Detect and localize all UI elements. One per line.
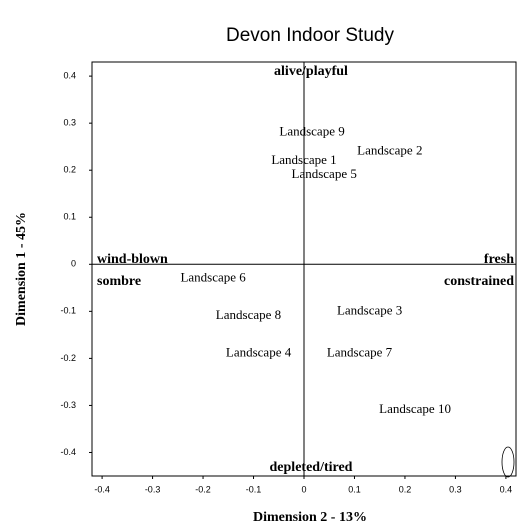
y-tick-label: -0.1 — [60, 306, 76, 316]
y-tick-label: -0.4 — [60, 447, 76, 457]
pole-label: wind-blown — [97, 252, 168, 267]
point-label: Landscape 7 — [327, 345, 393, 360]
pole-label: constrained — [444, 274, 514, 289]
y-axis-label: Dimension 1 - 45% — [14, 212, 29, 326]
point-label: Landscape 6 — [180, 269, 246, 284]
x-tick-label: 0.2 — [399, 484, 412, 494]
y-tick-label: -0.2 — [60, 353, 76, 363]
y-tick-label: 0.3 — [63, 118, 76, 128]
x-tick-label: 0.3 — [449, 484, 462, 494]
y-tick-label: 0.4 — [63, 70, 76, 80]
point-label: Landscape 5 — [292, 166, 357, 181]
x-axis-label: Dimension 2 - 13% — [253, 510, 367, 525]
x-tick-label: -0.1 — [246, 484, 262, 494]
x-tick-label: 0.4 — [500, 484, 513, 494]
point-label: Landscape 8 — [216, 307, 281, 322]
point-label: Landscape 9 — [279, 124, 344, 139]
y-tick-label: 0.1 — [63, 212, 76, 222]
point-label: Landscape 4 — [226, 345, 292, 360]
x-tick-label: -0.3 — [145, 484, 161, 494]
x-tick-label: -0.2 — [195, 484, 211, 494]
pole-label: depleted/tired — [270, 460, 353, 475]
y-tick-label: 0 — [71, 259, 76, 269]
chart-title: Devon Indoor Study — [226, 25, 394, 46]
y-tick-label: -0.3 — [60, 400, 76, 410]
point-label: Landscape 1 — [271, 152, 336, 167]
pole-label: alive/playful — [274, 64, 348, 79]
x-tick-label: 0 — [301, 484, 306, 494]
y-tick-label: 0.2 — [63, 165, 76, 175]
x-tick-label: 0.1 — [348, 484, 361, 494]
point-label: Landscape 2 — [357, 142, 422, 157]
point-label: Landscape 3 — [337, 302, 402, 317]
x-tick-label: -0.4 — [94, 484, 110, 494]
pole-label: sombre — [97, 274, 141, 289]
ellipse-mark — [501, 446, 515, 478]
point-label: Landscape 10 — [379, 401, 451, 416]
pole-label: fresh — [484, 252, 514, 267]
